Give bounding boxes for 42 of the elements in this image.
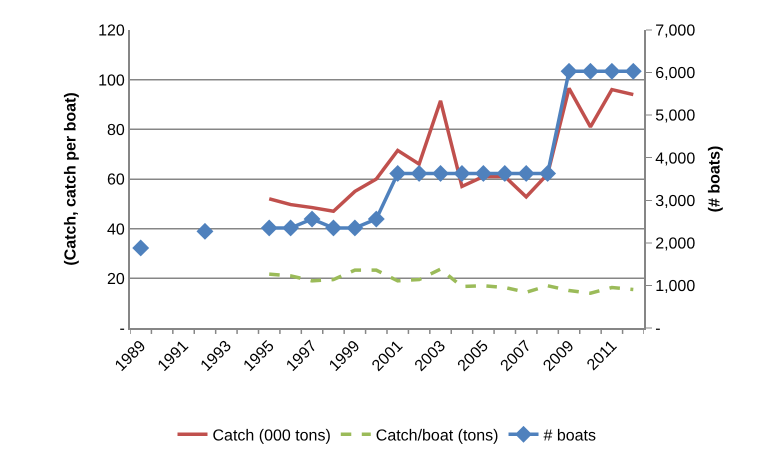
- y2-tick-label: 5,000: [655, 108, 696, 125]
- point: [410, 165, 428, 182]
- point: [624, 62, 642, 80]
- y-axis-title: (Catch, catch per boat): [62, 92, 80, 266]
- y-tick-label: 120: [98, 22, 125, 40]
- point: [582, 62, 599, 80]
- point: [539, 165, 556, 182]
- legend-label: # boats: [544, 428, 596, 445]
- point: [325, 220, 342, 236]
- y2-tick-label: 2,000: [655, 235, 696, 252]
- y2-axis-title: (# boats): [706, 146, 724, 212]
- point: [603, 62, 620, 80]
- y2-tick-label: 6,000: [655, 65, 696, 82]
- point: [132, 240, 150, 256]
- point: [432, 165, 449, 182]
- point: [282, 220, 300, 236]
- y-tick-label: 100: [98, 72, 125, 90]
- point: [474, 165, 492, 182]
- y2-tick-label: 1,000: [655, 278, 696, 296]
- point: [454, 165, 470, 182]
- y-tick-label: 20: [107, 270, 125, 288]
- y2-tick-label: -: [655, 320, 661, 338]
- y-tick-label: 60: [107, 172, 125, 189]
- line-series: [267, 267, 636, 295]
- y2-tick-label: 4,000: [655, 150, 696, 168]
- y2-tick-label: 3,000: [655, 192, 696, 210]
- point: [389, 165, 406, 182]
- point: [368, 210, 385, 228]
- point: [260, 220, 278, 236]
- point: [196, 222, 214, 240]
- point: [496, 165, 514, 182]
- y-tick-label: -: [119, 320, 125, 338]
- legend-label: Catch/boat (tons): [376, 428, 499, 445]
- y2-tick-label: 7,000: [655, 22, 696, 40]
- point: [304, 210, 320, 228]
- point: [518, 165, 535, 182]
- line-series: [267, 86, 636, 214]
- y-tick-label: 80: [107, 122, 125, 139]
- point: [346, 220, 364, 236]
- legend-label: Catch (000 tons): [212, 428, 331, 445]
- point: [560, 62, 578, 80]
- y-tick-label: 40: [107, 221, 125, 238]
